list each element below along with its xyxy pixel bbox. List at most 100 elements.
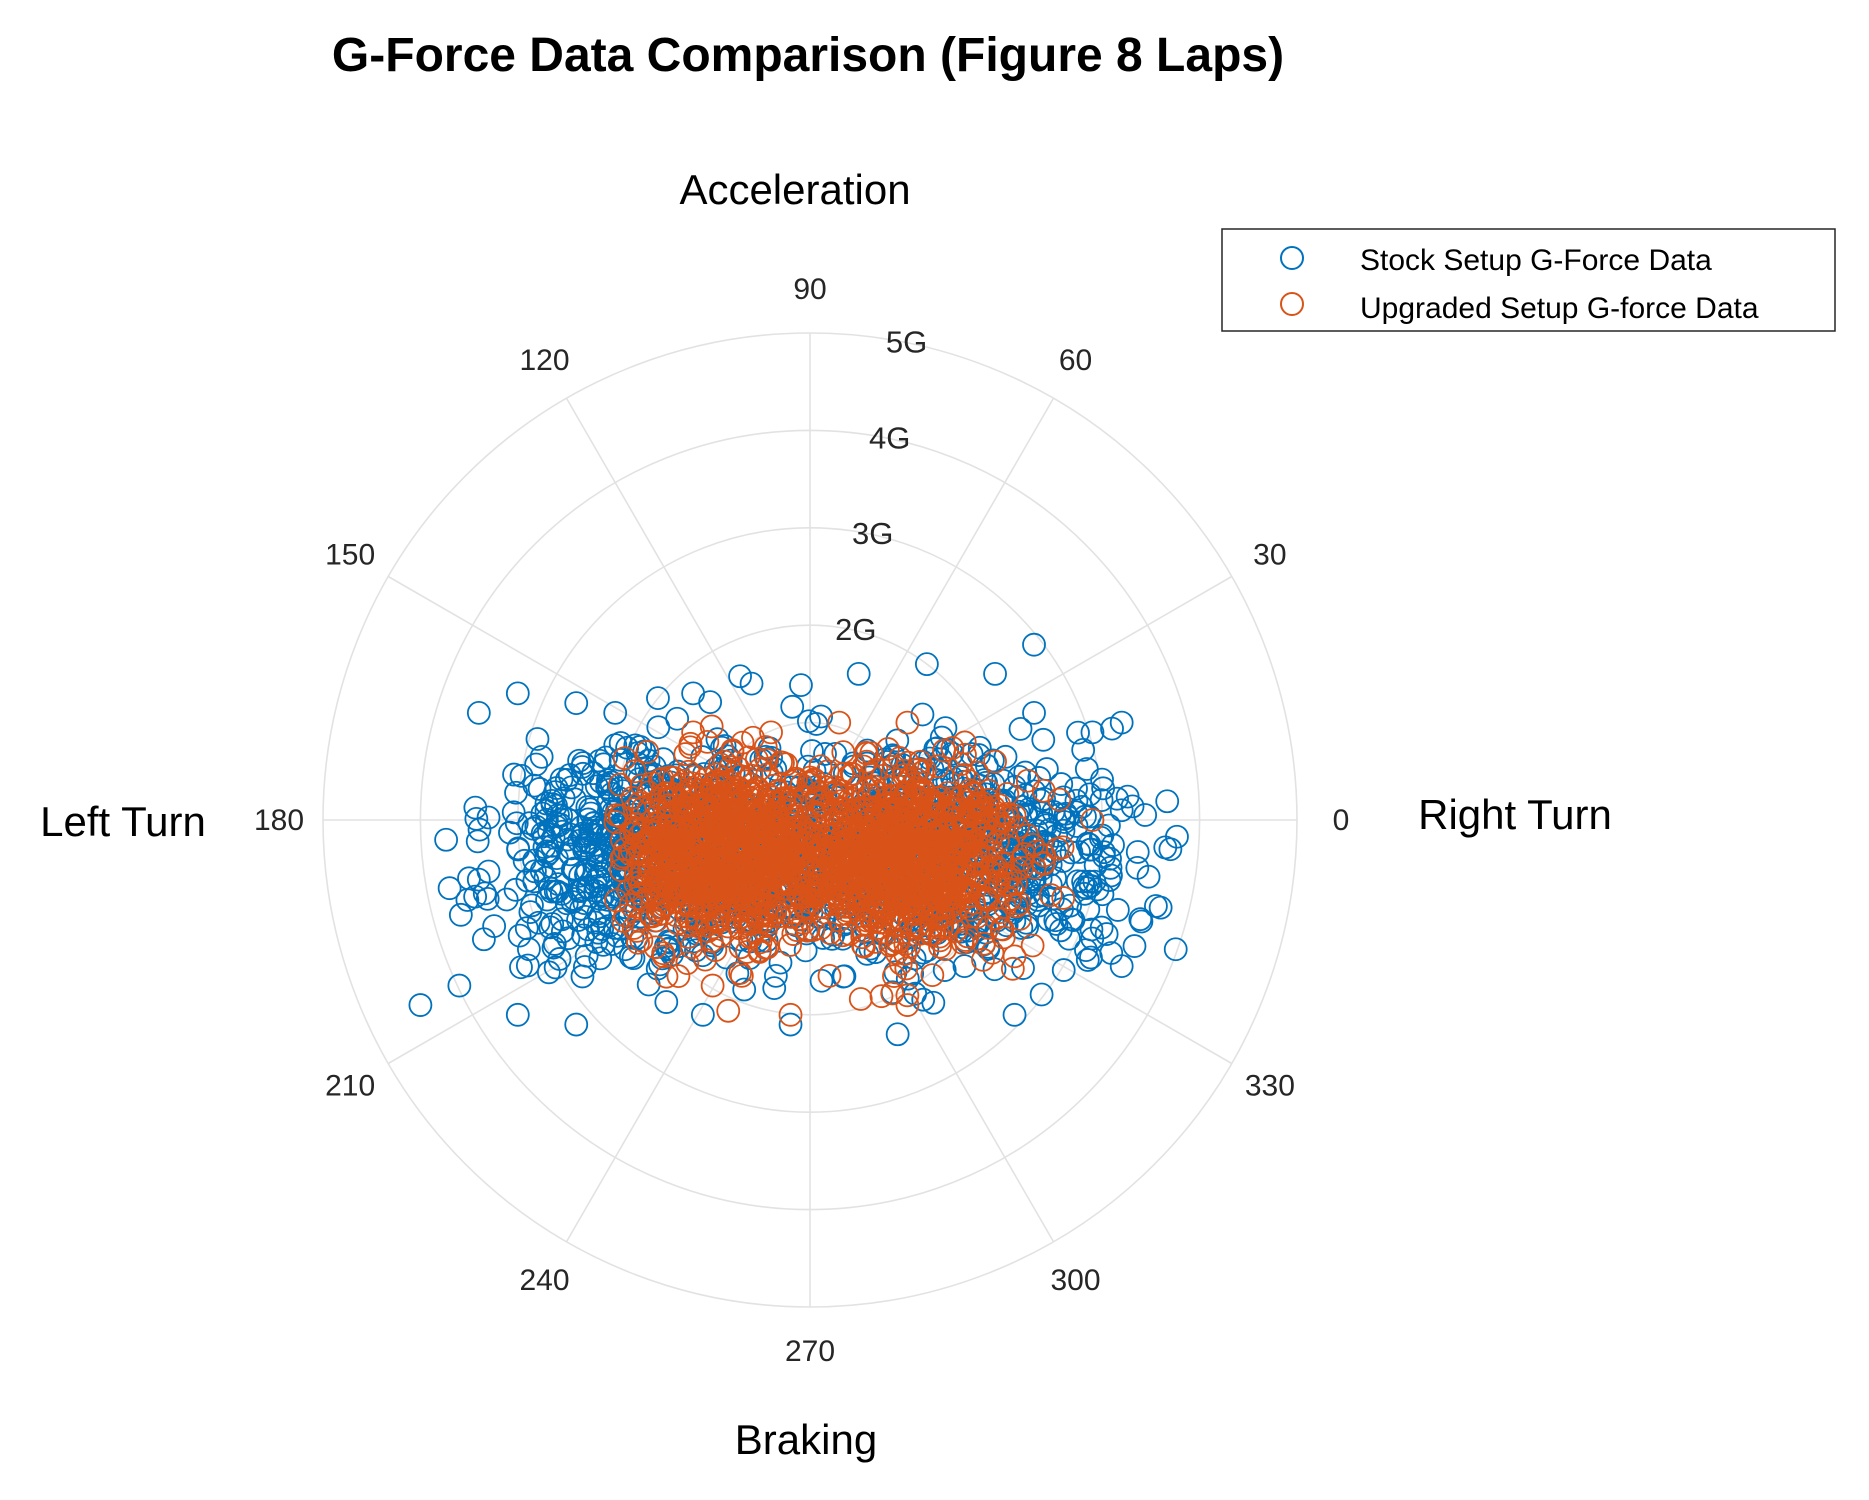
data-point [933,832,958,856]
data-point [700,794,725,819]
data-point [603,810,628,834]
direction-label-braking: Braking [735,1416,877,1463]
data-point [809,968,834,993]
data-point [448,902,473,927]
data-point [892,758,917,783]
data-point [759,720,783,745]
data-point [914,652,939,677]
angle-tick-label: 180 [254,804,304,837]
direction-label-right-turn: Right Turn [1418,791,1612,838]
data-point [1109,710,1134,735]
data-point [658,781,683,806]
data-point [1090,767,1114,792]
data-point [789,830,814,855]
data-point [437,876,462,901]
angle-tick-label: 90 [793,273,826,306]
data-point [584,774,609,799]
data-point [822,862,846,887]
data-point [587,748,612,773]
data-point [646,715,671,740]
data-point [682,801,707,826]
data-point [737,856,762,880]
data-point [781,922,806,946]
data-point [1057,926,1081,951]
data-point [1163,937,1188,962]
data-point [953,928,978,952]
data-point [925,754,950,779]
data-point [1048,918,1073,943]
data-point [525,727,550,751]
data-point [704,907,729,931]
data-point [621,916,646,940]
data-point [717,801,742,826]
data-point [720,738,745,763]
data-point [747,859,772,884]
data-point [1047,787,1072,812]
data-point [935,913,960,938]
data-point [810,793,835,818]
angle-tick-label: 150 [325,539,375,572]
data-point [987,793,1012,818]
data-point [739,763,764,788]
data-point [466,700,491,725]
data-point [636,828,661,853]
data-point [983,662,1007,686]
data-point [827,710,852,735]
data-point [885,842,910,867]
data-point [832,964,857,989]
data-point [434,827,459,852]
data-point [856,835,881,860]
data-point [665,876,690,901]
angle-tick-label: 330 [1245,1070,1295,1103]
data-point [752,813,777,837]
data-point [1058,893,1083,918]
data-point [1109,798,1134,823]
data-point [830,923,855,948]
data-point [538,915,563,940]
data-point [622,759,647,784]
data-point [910,702,935,727]
data-point [841,844,866,869]
data-point [1082,869,1107,894]
data-point [1133,803,1158,827]
direction-label-acceleration: Acceleration [679,166,910,213]
data-point [869,984,894,1009]
data-point [967,735,992,760]
data-point [1032,843,1057,868]
data-point [643,935,668,960]
data-point [841,762,865,787]
legend-marker-stock [1280,246,1304,270]
data-point [1148,895,1173,920]
data-point [954,844,979,869]
data-point [940,736,965,760]
data-point [471,927,496,952]
data-point [851,933,875,958]
data-point [739,671,764,696]
data-point [900,900,925,925]
data-point [1064,788,1089,813]
data-point [1063,800,1088,825]
data-point [883,884,908,909]
data-point [654,990,679,1014]
data-point [800,739,824,763]
data-point [778,1002,803,1027]
data-point [793,894,818,919]
data-point [854,741,879,766]
data-point [1077,869,1102,894]
data-point [527,777,552,801]
data-point [687,772,712,797]
data-point [1077,782,1102,807]
data-point [747,940,772,964]
data-point [699,714,724,739]
data-point [700,911,725,936]
data-point [942,899,967,924]
angle-tick-label: 30 [1253,539,1286,572]
data-point [728,961,753,985]
data-point [1020,933,1045,958]
radius-tick-label: 4G [869,420,910,455]
data-point [699,929,724,953]
data-point [780,694,805,719]
data-point [747,757,772,782]
data-point [626,930,650,955]
